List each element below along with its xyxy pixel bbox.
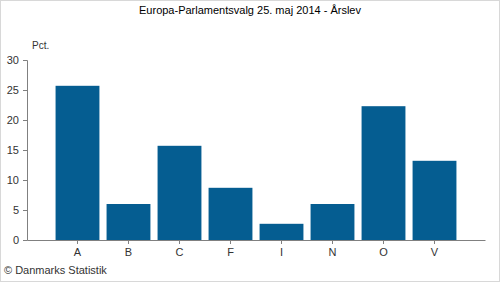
annotation: © Danmarks Statistik <box>4 264 107 276</box>
x-tick-mark <box>281 240 282 244</box>
y-tick-label: 20 <box>7 114 19 126</box>
y-tick-label: 25 <box>7 84 19 96</box>
y-tick-mark <box>23 90 27 91</box>
x-tick-label: V <box>431 246 439 258</box>
x-tick-mark <box>230 240 231 244</box>
y-tick-mark <box>23 180 27 181</box>
x-tick-mark <box>128 240 129 244</box>
y-tick-label: 10 <box>7 174 19 186</box>
bar <box>209 188 253 240</box>
x-tick-mark <box>179 240 180 244</box>
chart: Europa-Parlamentsvalg 25. maj 2014 - Års… <box>0 0 500 282</box>
y-tick-mark <box>23 240 27 241</box>
y-tick: 20 <box>7 114 27 126</box>
x-tick: V <box>431 240 439 258</box>
x-tick-label: N <box>329 246 337 258</box>
y-tick: 25 <box>7 84 27 96</box>
y-tick: 5 <box>13 204 27 216</box>
x-axis-line <box>28 240 486 241</box>
x-tick-mark <box>332 240 333 244</box>
y-tick-label: 5 <box>13 204 19 216</box>
x-tick-label: F <box>227 246 234 258</box>
y-axis: 0 5 10 15 20 25 30 <box>7 54 28 246</box>
x-tick-label: O <box>379 246 388 258</box>
bar <box>107 204 151 240</box>
title: Europa-Parlamentsvalg 25. maj 2014 - Års… <box>139 4 361 16</box>
y-axis-title: Pct. <box>32 40 49 51</box>
y-tick: 0 <box>13 234 27 246</box>
x-tick: N <box>329 240 337 258</box>
bar <box>362 106 406 240</box>
y-tick-mark <box>23 150 27 151</box>
bar <box>260 224 304 240</box>
x-tick-mark <box>77 240 78 244</box>
bar <box>311 204 355 240</box>
x-tick: C <box>176 240 184 258</box>
x-tick-label: A <box>74 246 82 258</box>
bar <box>56 86 100 240</box>
x-tick: O <box>379 240 388 258</box>
x-tick-label: B <box>125 246 132 258</box>
x-tick-mark <box>383 240 384 244</box>
bars <box>56 86 457 240</box>
x-tick-label: C <box>176 246 184 258</box>
x-tick-label: I <box>280 246 283 258</box>
x-tick-mark <box>434 240 435 244</box>
x-tick: A <box>74 240 82 258</box>
bar <box>413 161 457 240</box>
y-tick-mark <box>23 60 27 61</box>
y-tick: 15 <box>7 144 27 156</box>
y-tick-mark <box>23 210 27 211</box>
x-tick: F <box>227 240 234 258</box>
y-tick-label: 30 <box>7 54 19 66</box>
y-tick-label: 15 <box>7 144 19 156</box>
frame <box>1 1 500 282</box>
y-tick-mark <box>23 120 27 121</box>
y-tick-label: 0 <box>13 234 19 246</box>
x-tick: I <box>280 240 283 258</box>
y-tick: 30 <box>7 54 27 66</box>
y-tick: 10 <box>7 174 27 186</box>
y-axis-line <box>23 61 28 241</box>
bar <box>158 146 202 240</box>
x-tick: B <box>125 240 132 258</box>
x-axis: ABCFINOV <box>28 240 486 258</box>
